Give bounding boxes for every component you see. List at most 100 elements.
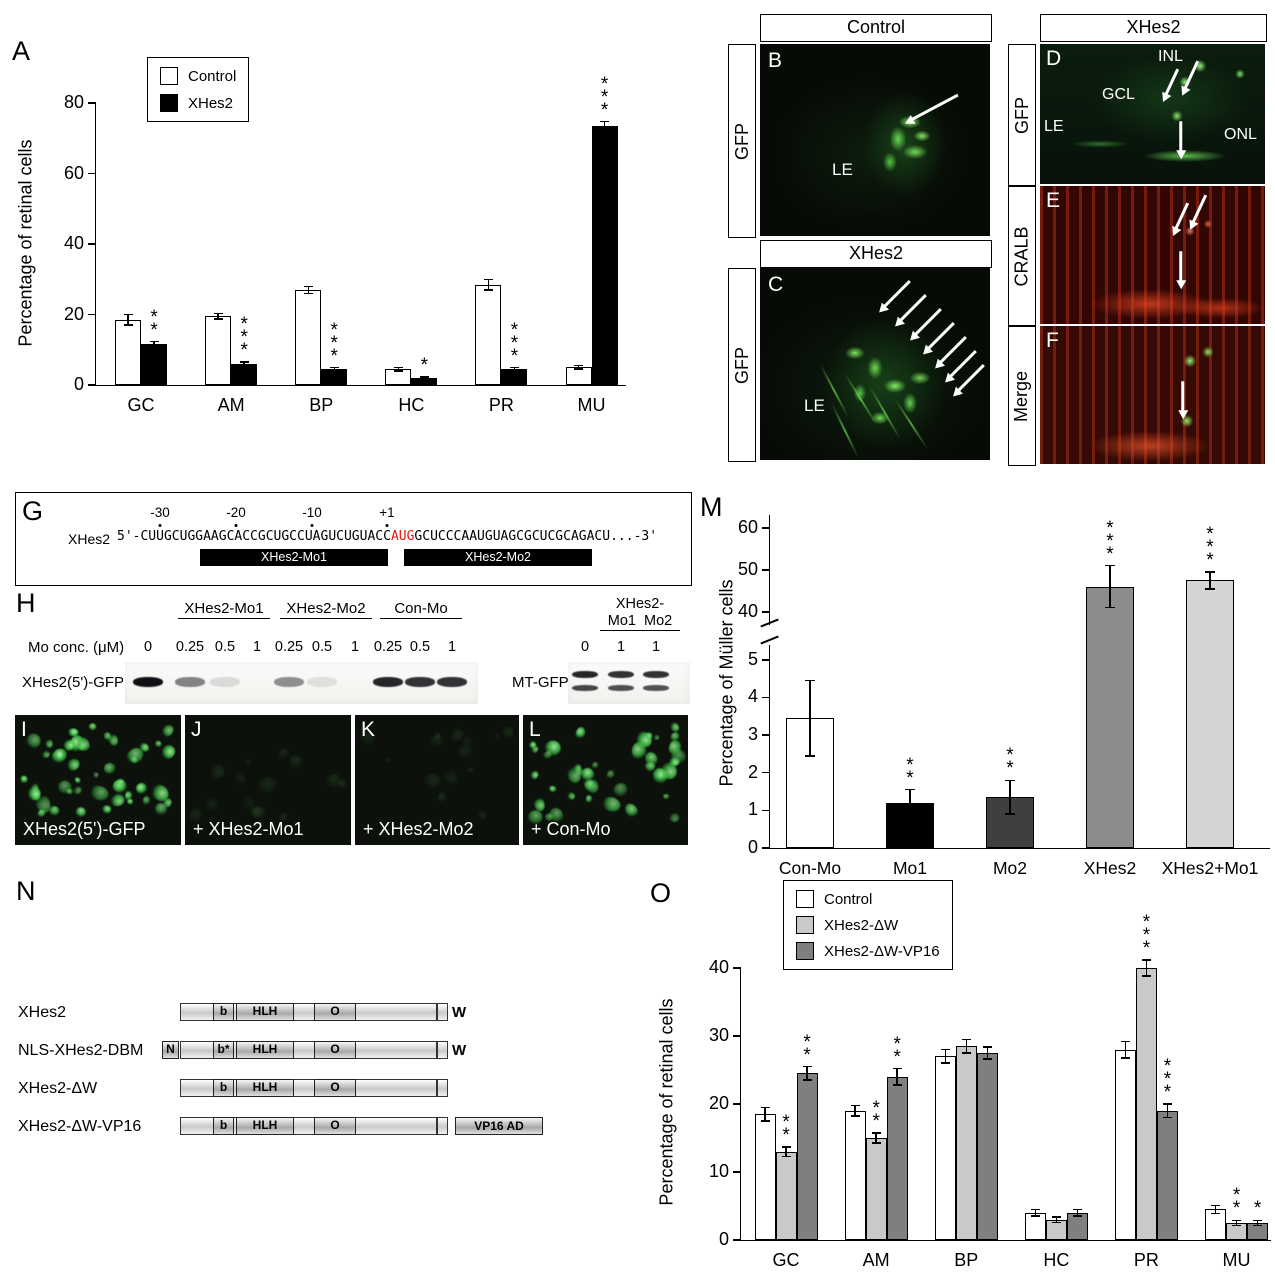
error-cap (871, 1142, 881, 1144)
arrow-icon (914, 308, 942, 336)
concentration-value: 0.25 (274, 639, 304, 655)
micrograph-d: D INL GCL LE ONL (1040, 44, 1265, 184)
arrow-icon (939, 336, 967, 364)
concentration-value: 0.5 (214, 639, 236, 655)
significance-stars: * * (150, 306, 158, 341)
side-label-gfp-c: GFP (728, 268, 756, 462)
error-cap (329, 366, 339, 369)
gel-group-label: XHes2-Mo2 (280, 600, 372, 619)
error-cap (1120, 1057, 1130, 1059)
arrow-icon (1192, 194, 1208, 223)
inl-label: INL (1158, 48, 1183, 65)
error-cap (805, 679, 815, 682)
fluorescent-cell (207, 761, 226, 780)
legend-swatch (160, 94, 178, 112)
legend-label: XHes2-ΔW-VP16 (824, 942, 940, 960)
fluorescent-cell (134, 782, 148, 796)
axis-tick-label: 50 (737, 558, 758, 579)
error-cap (940, 1062, 950, 1064)
significance-stars: * * (1232, 1185, 1241, 1220)
arrow-icon (1184, 60, 1200, 89)
significance-stars: * * * (330, 319, 338, 367)
w-domain-label: W (452, 1042, 467, 1059)
concentration-label: Mo conc. (μM) (28, 639, 125, 656)
axis-tick-label: 0 (718, 1229, 729, 1249)
bar (205, 316, 232, 385)
significance-stars: * * (803, 1031, 811, 1066)
error-bar (1124, 1041, 1127, 1058)
error-bar (965, 1039, 967, 1053)
error-bar (1235, 1220, 1238, 1226)
fluorescent-cell (142, 795, 151, 805)
concentration-value: 0 (143, 639, 153, 655)
bar (501, 369, 528, 385)
domain-box: O (314, 1117, 356, 1135)
position-tick (158, 524, 162, 527)
bar (754, 1114, 776, 1240)
error-cap (905, 788, 915, 791)
gel-band (307, 677, 337, 687)
bar-chart-o: 0 10 20 30 40 GC AM BP HC PR MU * * * * * * * * * * * * … (709, 913, 1271, 1270)
category-label: XHes2+Mo1 (1161, 858, 1259, 878)
error-cap (1030, 1208, 1040, 1211)
significance-stars: * * (782, 1111, 790, 1146)
header-control: Control (760, 14, 992, 42)
bar (115, 319, 142, 385)
axis-tick (733, 1103, 741, 1105)
bar-end-box (437, 1079, 448, 1097)
arrow-icon (1165, 68, 1180, 96)
seq-before: 5'-CUUGCUGGAAGCACCGCUGCCUAGUCUGUACC (117, 529, 391, 544)
error-bar (307, 286, 309, 294)
image-caption: + Con-Mo (531, 819, 611, 839)
gel-band (274, 677, 304, 687)
fluorescent-cell (436, 790, 447, 804)
error-cap (149, 340, 159, 343)
error-cap (600, 129, 610, 131)
error-cap (239, 361, 249, 363)
bar (976, 1053, 998, 1240)
error-cap (892, 1067, 902, 1070)
domain-box: HLH (236, 1117, 294, 1135)
side-label-text: GFP (1011, 96, 1032, 134)
category-label: HC (398, 395, 425, 415)
image-caption: XHes2(5')-GFP (23, 819, 146, 839)
domain-box: b (213, 1079, 234, 1097)
axis-tick (762, 696, 770, 699)
error-cap (802, 1079, 812, 1081)
fluorescent-cell (71, 784, 84, 796)
domain-box: O (314, 1003, 356, 1021)
category-label: MU (1222, 1250, 1251, 1270)
fluorescent-cell (383, 755, 393, 766)
error-bar (397, 367, 400, 371)
error-cap (483, 289, 493, 291)
error-bar (1076, 1209, 1079, 1217)
fluorescent-cell (231, 771, 248, 786)
vp16-box: VP16 AD (455, 1117, 543, 1135)
error-cap (329, 369, 339, 372)
bar (886, 1076, 908, 1240)
micrograph-b: B LE (760, 44, 990, 236)
error-cap (419, 378, 429, 380)
fluorescent-cell (427, 732, 445, 750)
fluorescent-cell (87, 722, 98, 732)
micrograph-j: J + XHes2-Mo1 (185, 715, 351, 845)
bar (295, 289, 322, 385)
fluorescent-cell (92, 771, 99, 779)
gel-band (608, 671, 634, 678)
category-label: XHes2 (1083, 858, 1137, 878)
category-label: PR (1133, 1250, 1159, 1270)
domain-box: HLH (236, 1003, 294, 1021)
error-cap (393, 370, 403, 372)
concentration-value: 1 (350, 639, 360, 655)
axis-tick-label: 80 (63, 92, 84, 112)
axis-tick (88, 102, 96, 104)
error-bar (217, 313, 219, 320)
error-cap (1141, 975, 1151, 977)
arrow-icon (927, 322, 955, 350)
error-cap (871, 1132, 881, 1134)
fluorescent-cell (528, 769, 540, 781)
fluorescent-cell (72, 775, 82, 785)
error-cap (1105, 606, 1115, 609)
side-label-text: GFP (731, 122, 752, 160)
